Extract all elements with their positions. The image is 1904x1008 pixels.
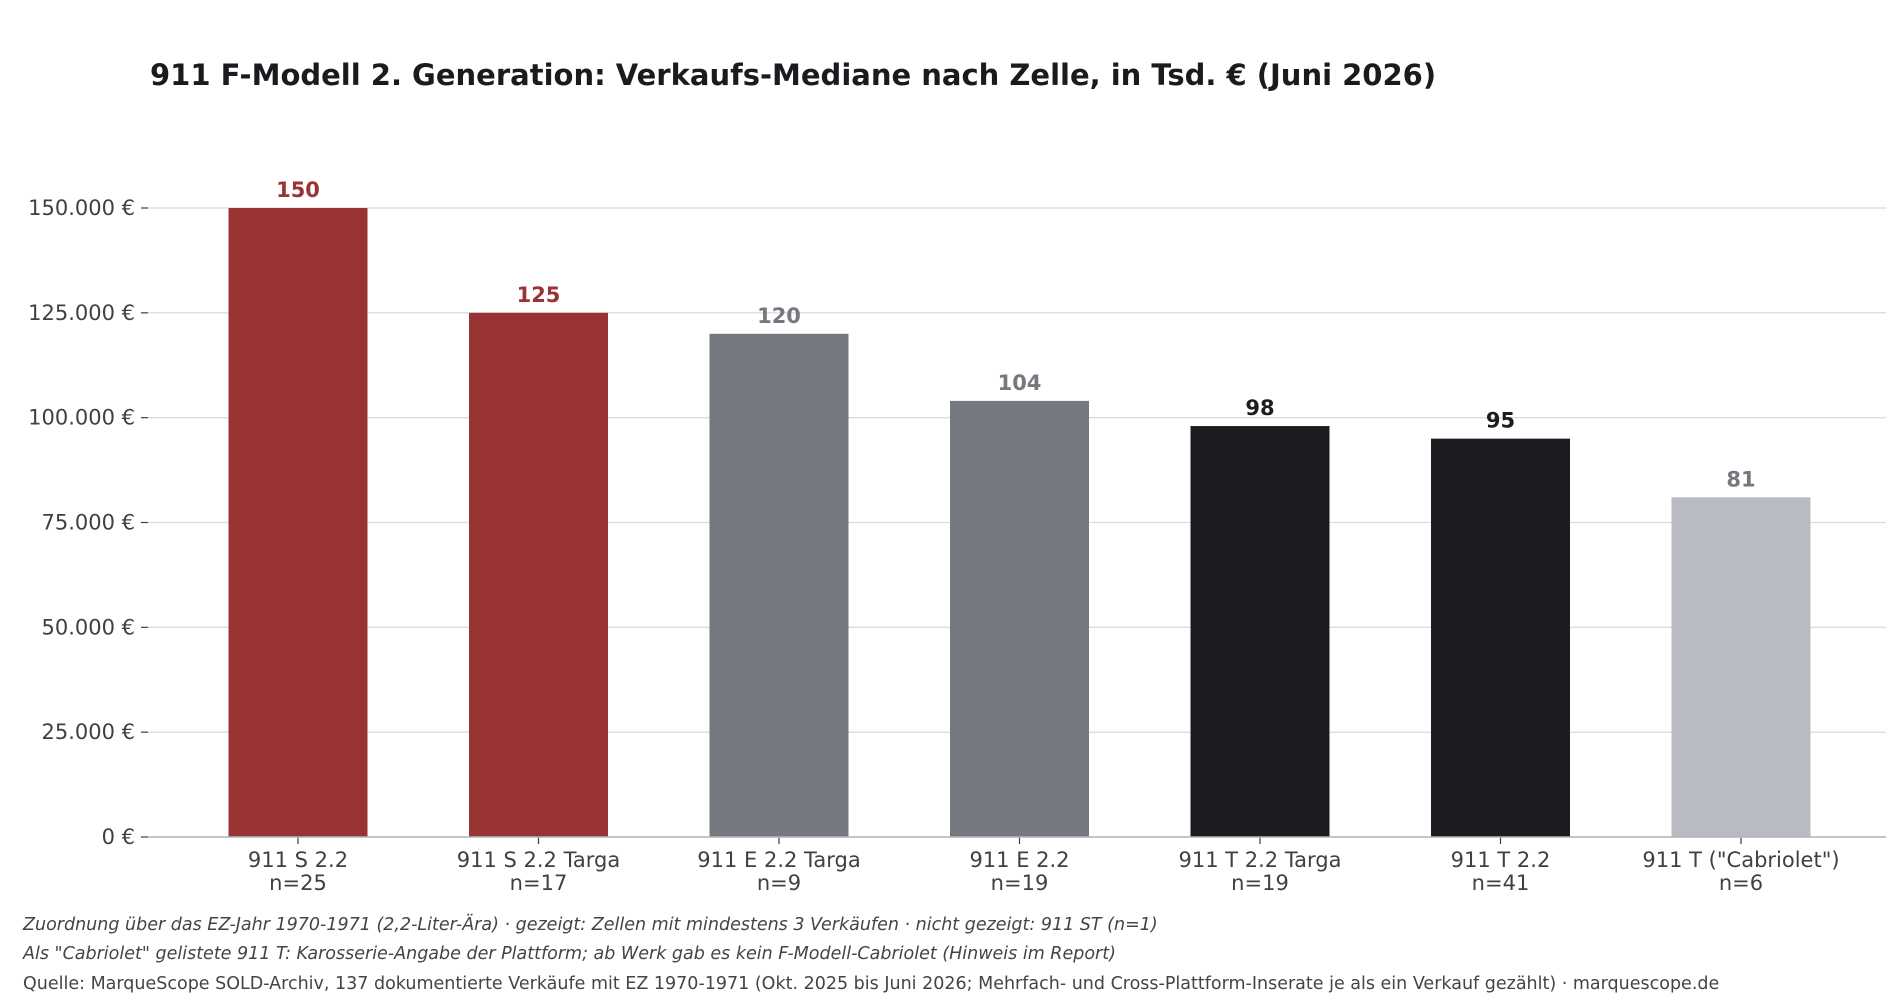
x-tick-label: 911 T ("Cabriolet") [1642, 848, 1839, 872]
y-axis: 0 € 25.000 € 50.000 € 75.000 € 100.000 € 125.… [28, 196, 148, 849]
footnote-assignment: Zuordnung über das EZ-Jahr 1970-1971 (2,… [23, 915, 1158, 935]
x-tick-count-label: n=19 [991, 871, 1049, 895]
x-tick-label: 911 S 2.2 Targa [457, 848, 621, 872]
bar-value-label: 125 [517, 283, 561, 307]
bar [228, 208, 368, 837]
bar [950, 400, 1089, 837]
x-tick-label: 911 T 2.2 Targa [1178, 848, 1341, 872]
bar [1671, 497, 1811, 837]
x-tick-label: 911 T 2.2 [1451, 848, 1551, 872]
y-tick-label: 100.000 € [28, 406, 135, 430]
y-tick-label: 150.000 € [28, 196, 135, 220]
bars: 150 125 120 104 98 95 81 [228, 178, 1811, 837]
source-note: Quelle: MarqueScope SOLD-Archiv, 137 dok… [23, 974, 1720, 994]
x-tick-count-label: n=6 [1719, 871, 1763, 895]
y-tick-label: 50.000 € [41, 615, 135, 639]
x-tick-count-label: n=19 [1231, 871, 1289, 895]
x-tick-count-label: n=41 [1472, 871, 1530, 895]
x-tick-label: 911 E 2.2 [969, 848, 1069, 872]
y-tick-label: 75.000 € [41, 511, 135, 535]
y-tick-label: 0 € [102, 825, 135, 849]
bar-value-label: 95 [1486, 409, 1515, 433]
bar [1190, 426, 1330, 837]
bar [1431, 438, 1570, 837]
x-tick-count-label: n=17 [510, 871, 568, 895]
y-tick-label: 25.000 € [41, 720, 135, 744]
bar-value-label: 150 [276, 178, 320, 202]
y-tick-label: 125.000 € [28, 301, 135, 325]
footnote-cabriolet: Als "Cabriolet" gelistete 911 T: Karosse… [23, 944, 1116, 964]
bar-value-label: 120 [757, 304, 801, 328]
bar-value-label: 81 [1726, 467, 1755, 491]
x-tick-count-label: n=9 [757, 871, 801, 895]
bar [709, 333, 849, 837]
x-tick-count-label: n=25 [269, 871, 327, 895]
bar [469, 312, 608, 837]
bar-value-label: 104 [998, 371, 1042, 395]
chart-title: 911 F-Modell 2. Generation: Verkaufs-Med… [150, 58, 1436, 92]
x-tick-label: 911 E 2.2 Targa [697, 848, 860, 872]
x-tick-label: 911 S 2.2 [248, 848, 348, 872]
bar-value-label: 98 [1245, 396, 1274, 420]
